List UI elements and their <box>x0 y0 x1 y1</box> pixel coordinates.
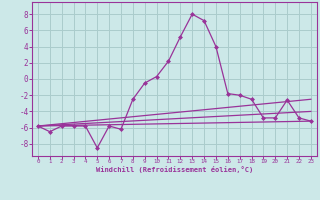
X-axis label: Windchill (Refroidissement éolien,°C): Windchill (Refroidissement éolien,°C) <box>96 166 253 173</box>
